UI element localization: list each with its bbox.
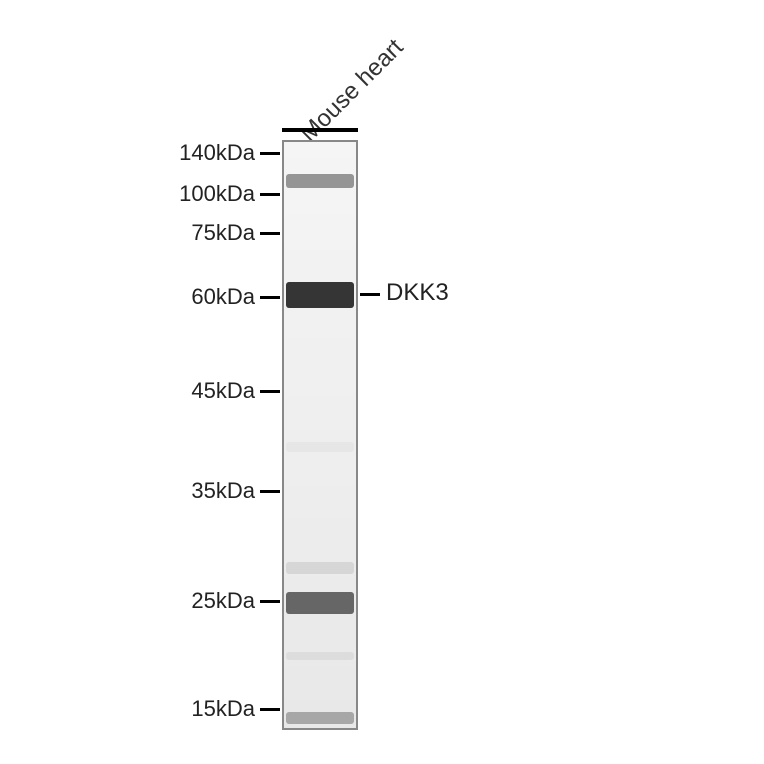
blot-band bbox=[286, 712, 354, 724]
marker-label: 140kDa bbox=[160, 140, 255, 166]
marker-tick bbox=[260, 490, 280, 493]
marker-label: 100kDa bbox=[160, 181, 255, 207]
marker-label: 75kDa bbox=[172, 220, 255, 246]
marker-label: 45kDa bbox=[172, 378, 255, 404]
marker-tick bbox=[260, 390, 280, 393]
marker-label: 15kDa bbox=[172, 696, 255, 722]
blot-band bbox=[286, 282, 354, 308]
blot-lane bbox=[282, 140, 358, 730]
blot-band bbox=[286, 652, 354, 660]
blot-container: Mouse heart 140kDa100kDa75kDa60kDa45kDa3… bbox=[0, 0, 764, 764]
marker-label: 25kDa bbox=[172, 588, 255, 614]
marker-tick bbox=[260, 600, 280, 603]
blot-band bbox=[286, 592, 354, 614]
protein-tick bbox=[360, 293, 380, 296]
blot-band bbox=[286, 174, 354, 188]
marker-tick bbox=[260, 232, 280, 235]
blot-band bbox=[286, 562, 354, 574]
protein-label: DKK3 bbox=[386, 279, 449, 307]
blot-band bbox=[286, 442, 354, 452]
lane-underline bbox=[282, 128, 358, 132]
marker-tick bbox=[260, 193, 280, 196]
marker-tick bbox=[260, 708, 280, 711]
marker-tick bbox=[260, 152, 280, 155]
marker-label: 35kDa bbox=[172, 478, 255, 504]
marker-label: 60kDa bbox=[172, 284, 255, 310]
marker-tick bbox=[260, 296, 280, 299]
